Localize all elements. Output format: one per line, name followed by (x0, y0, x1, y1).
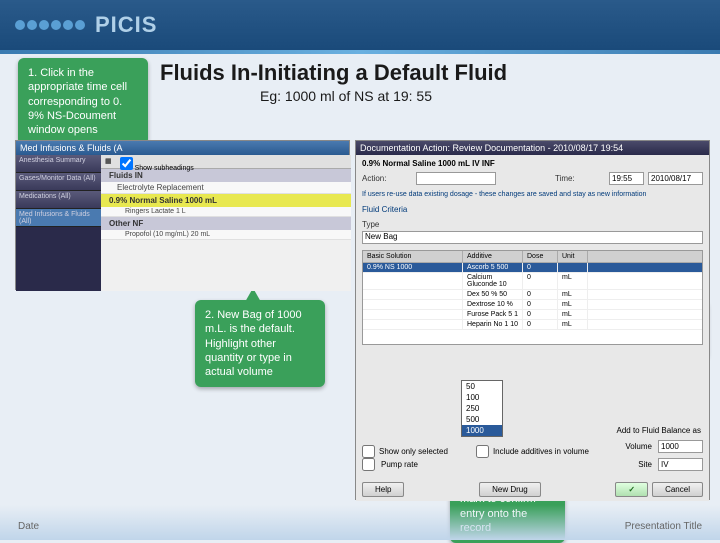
cancel-button[interactable]: Cancel (652, 482, 703, 497)
show-subheadings-checkbox[interactable] (120, 157, 133, 170)
brand-bar: PICIS (0, 0, 720, 50)
app-window-right: Documentation Action: Review Documentati… (355, 140, 710, 500)
section-label[interactable]: Other NF (101, 217, 351, 230)
pump-rate-label: Pump rate (381, 460, 418, 469)
accent-bar (0, 50, 720, 54)
date-input[interactable] (648, 172, 703, 185)
action-input[interactable] (416, 172, 496, 185)
confirm-button[interactable]: ✓ (615, 482, 648, 497)
fluid-row[interactable]: Propofol (10 mg/mL) 20 mL (101, 230, 351, 240)
table-row[interactable]: Furose Pack 5 10mL (363, 310, 702, 320)
fluid-balance-label: Add to Fluid Balance as (617, 426, 702, 435)
volume-input[interactable] (658, 440, 703, 453)
footer-title: Presentation Title (625, 521, 702, 532)
logo-dots-icon (15, 20, 85, 30)
nav-panel: Anesthesia Summary Gases/Monitor Data (A… (16, 155, 101, 291)
col-unit[interactable]: Unit (558, 251, 588, 262)
callout-step2: 2. New Bag of 1000 m.L. is the default. … (195, 300, 325, 387)
dialog-body: 0.9% Normal Saline 1000 mL IV INF Action… (356, 155, 709, 501)
type-select[interactable]: New Bag (362, 231, 703, 244)
table-row[interactable]: Heparin No 1 100mL (363, 320, 702, 330)
table-row[interactable]: 0.9% NS 1000Ascorb 5 5000 (363, 263, 702, 273)
fluid-row[interactable]: Electrolyte Replacement (101, 182, 351, 194)
fluid-criteria-label: Fluid Criteria (362, 205, 703, 214)
nav-item[interactable]: Medications (All) (16, 191, 101, 209)
table-row[interactable]: Dextrose 10 %0mL (363, 300, 702, 310)
fluid-row-selected[interactable]: 0.9% Normal Saline 1000 mL (101, 194, 351, 207)
time-label: Time: (555, 174, 605, 183)
qty-option[interactable]: 500 (462, 414, 502, 425)
table-header: Basic Solution Additive Dose Unit (363, 251, 702, 263)
table-row[interactable]: Calcium Gluconde 100mL (363, 273, 702, 290)
additive-table: Basic Solution Additive Dose Unit 0.9% N… (362, 250, 703, 345)
pump-rate-checkbox[interactable] (362, 458, 375, 471)
site-input[interactable] (658, 458, 703, 471)
qty-option[interactable]: 250 (462, 403, 502, 414)
brand-name: PICIS (95, 12, 157, 38)
quantity-listbox[interactable]: 50 100 250 500 1000 (461, 380, 503, 437)
checkbox-label: Show subheadings (135, 165, 194, 172)
footer-date: Date (18, 521, 39, 532)
slide-subtitle: Eg: 1000 ml of NS at 19: 55 (260, 88, 432, 104)
title-bar-left[interactable]: Med Infusions & Fluids (A (16, 141, 349, 155)
col-solution[interactable]: Basic Solution (363, 251, 463, 262)
site-label: Site (638, 460, 652, 469)
nav-item[interactable]: Med Infusions & Fluids (All) (16, 209, 101, 227)
help-button[interactable]: Help (362, 482, 404, 497)
col-dose[interactable]: Dose (523, 251, 558, 262)
slide-title: Fluids In-Initiating a Default Fluid (160, 60, 507, 86)
col-additive[interactable]: Additive (463, 251, 523, 262)
callout-step1: 1. Click in the appropriate time cell co… (18, 58, 148, 145)
toolbar-icon[interactable]: ▦ (105, 157, 112, 166)
fluids-section: Fluids IN Electrolyte Replacement 0.9% N… (101, 169, 351, 240)
type-label: Type (362, 220, 703, 229)
nav-item[interactable]: Anesthesia Summary (16, 155, 101, 173)
fluid-name-label: 0.9% Normal Saline 1000 mL IV INF (362, 159, 495, 168)
content-area: ▦ Show subheadings Fluids IN Electrolyte… (101, 155, 351, 291)
title-bar-right[interactable]: Documentation Action: Review Documentati… (356, 141, 709, 155)
app-window-left: Med Infusions & Fluids (A Anesthesia Sum… (15, 140, 350, 290)
table-row[interactable]: Dex 50 % 500mL (363, 290, 702, 300)
fluid-row[interactable]: Ringers Lactate 1 L (101, 207, 351, 217)
qty-option[interactable]: 50 (462, 381, 502, 392)
time-input[interactable] (609, 172, 644, 185)
content-toolbar: ▦ Show subheadings (101, 155, 351, 169)
section-label[interactable]: Fluids IN (101, 169, 351, 182)
qty-option[interactable]: 100 (462, 392, 502, 403)
volume-label: Volume (625, 442, 652, 451)
qty-option-selected[interactable]: 1000 (462, 425, 502, 436)
footer-decoration (0, 505, 720, 540)
action-label: Action: (362, 174, 412, 183)
nav-item[interactable]: Gases/Monitor Data (All) (16, 173, 101, 191)
info-note: If users re-use data existing dosage - t… (362, 191, 703, 199)
new-drug-button[interactable]: New Drug (479, 482, 541, 497)
